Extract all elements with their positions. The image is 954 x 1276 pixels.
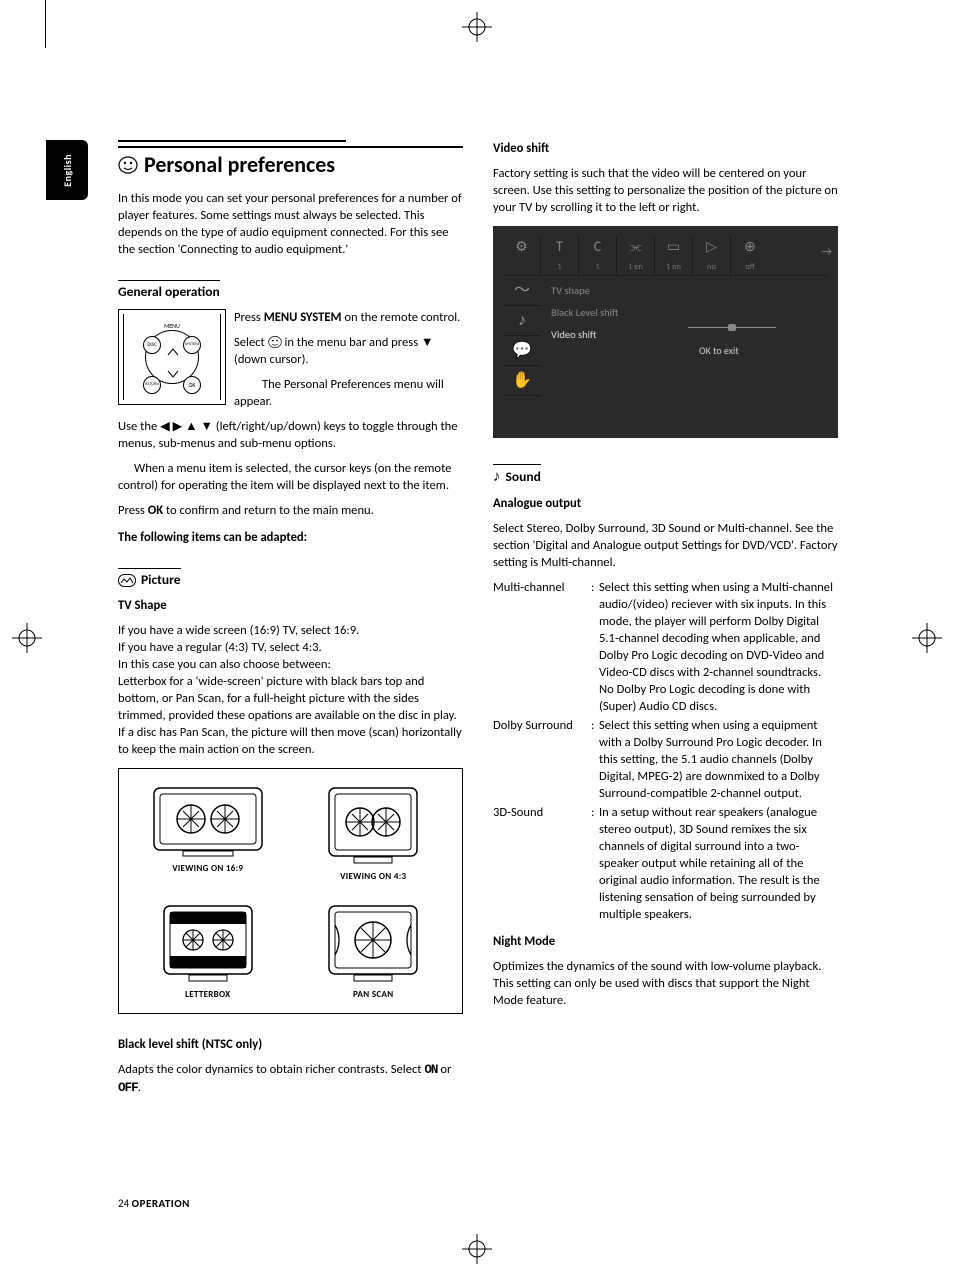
black-level-body: Adapts the color dynamics to obtain rich…: [118, 1061, 463, 1097]
tv-letterbox-label: LETTERBOX: [185, 989, 230, 1001]
registration-mark-right: [912, 623, 942, 653]
step-press-ok: Press OK to confirm and return to the ma…: [118, 502, 463, 519]
registration-mark-top: [462, 12, 492, 42]
analogue-output-intro: Select Stereo, Dolby Surround, 3D Sound …: [493, 520, 838, 571]
tv-panscan-label: PAN SCAN: [353, 989, 393, 1001]
step-cursor-keys: When a menu item is selected, the cursor…: [118, 460, 463, 494]
osd-left-icons: ～ ♪ 💬 ✋: [503, 276, 541, 396]
language-tab-label: English: [61, 154, 74, 187]
option-3dsound-term: 3D-Sound: [493, 804, 591, 923]
preferences-icon: [118, 155, 138, 175]
osd-ok-label: OK to exit: [699, 344, 739, 358]
remote-control-figure: DISC SYSTEM RETURN OK MENU: [118, 309, 226, 405]
tv-letterbox-icon: [163, 905, 253, 983]
osd-subtitle-icon: 💬: [503, 336, 541, 366]
osd-sound-icon: ♪: [503, 306, 541, 336]
tv-4-3-icon: [328, 787, 418, 865]
tv-shape-figure: VIEWING ON 16:9 VIEWING ON 4:3: [118, 768, 463, 1014]
step-arrow-keys: Use the ◀ ▶ ▲ ▼ (left/right/up/down) key…: [118, 418, 463, 452]
osd-item-blacklevel: Black Level shift: [551, 306, 618, 320]
tv-shape-heading: TV Shape: [118, 597, 463, 614]
remote-ok-button: OK: [183, 376, 201, 394]
page-footer: 24 OPERATION: [118, 1197, 190, 1210]
registration-mark-bottom: [462, 1234, 492, 1264]
osd-access-icon: ✋: [503, 366, 541, 396]
following-items-heading: The following items can be adapted:: [118, 529, 463, 546]
picture-icon: [118, 574, 136, 587]
osd-slider: [688, 327, 776, 328]
crop-mark: [45, 0, 46, 48]
analogue-output-options: Multi-channel : Select this setting when…: [493, 579, 838, 923]
tv-16-9-icon: [153, 787, 263, 857]
tv-16-9-label: VIEWING ON 16:9: [172, 863, 243, 875]
sound-heading: ♪ Sound: [493, 464, 541, 487]
option-dolby-term: Dolby Surround: [493, 717, 591, 802]
section-name: OPERATION: [132, 1197, 190, 1210]
left-column: Personal preferences In this mode you ca…: [118, 140, 463, 1105]
picture-heading: Picture: [118, 568, 181, 589]
osd-item-videoshift: Video shift: [551, 328, 618, 342]
sound-icon: ♪: [493, 467, 501, 487]
remote-system-button: SYSTEM: [183, 336, 201, 354]
remote-disc-button: DISC: [143, 336, 161, 354]
osd-menu-items: TV shape Black Level shift Video shift: [551, 284, 618, 351]
page-number: 24: [118, 1197, 129, 1210]
remote-menu-label: MENU: [164, 322, 180, 330]
analogue-output-heading: Analogue output: [493, 495, 838, 512]
option-3dsound-def: In a setup without rear speakers (analog…: [599, 804, 838, 923]
language-tab: English: [46, 140, 88, 200]
osd-top-bar: ⚙ T1 C1 ⫘1 en ▭1 en ▷no ⊕off: [503, 236, 828, 276]
remote-return-button: RETURN: [143, 376, 161, 394]
video-shift-heading: Video shift: [493, 140, 838, 157]
osd-screenshot: ⚙ T1 C1 ⫘1 en ▭1 en ▷no ⊕off → ～ ♪ 💬 ✋ T…: [493, 226, 838, 438]
general-operation-heading: General operation: [118, 280, 220, 301]
osd-arrow-icon: →: [821, 244, 832, 260]
preferences-icon-inline: [268, 335, 282, 349]
night-mode-heading: Night Mode: [493, 933, 838, 950]
option-multichannel-term: Multi-channel: [493, 579, 591, 715]
intro-text: In this mode you can set your personal p…: [118, 190, 463, 258]
osd-picture-icon: ～: [503, 276, 541, 306]
tv-4-3-label: VIEWING ON 4:3: [340, 871, 406, 883]
option-multichannel-def: Select this setting when using a Multi-c…: [599, 579, 838, 715]
right-column: Video shift Factory setting is such that…: [493, 140, 838, 1105]
tv-shape-body: If you have a wide screen (16:9) TV, sel…: [118, 622, 463, 758]
registration-mark-left: [12, 623, 42, 653]
page-title: Personal preferences: [118, 146, 463, 180]
black-level-heading: Black level shift (NTSC only): [118, 1036, 463, 1053]
tv-panscan-icon: [328, 905, 418, 983]
video-shift-body: Factory setting is such that the video w…: [493, 165, 838, 216]
night-mode-body: Optimizes the dynamics of the sound with…: [493, 958, 838, 1009]
page-content: Personal preferences In this mode you ca…: [118, 140, 838, 1105]
option-dolby-def: Select this setting when using a equipme…: [599, 717, 838, 802]
osd-item-tvshape: TV shape: [551, 284, 618, 298]
